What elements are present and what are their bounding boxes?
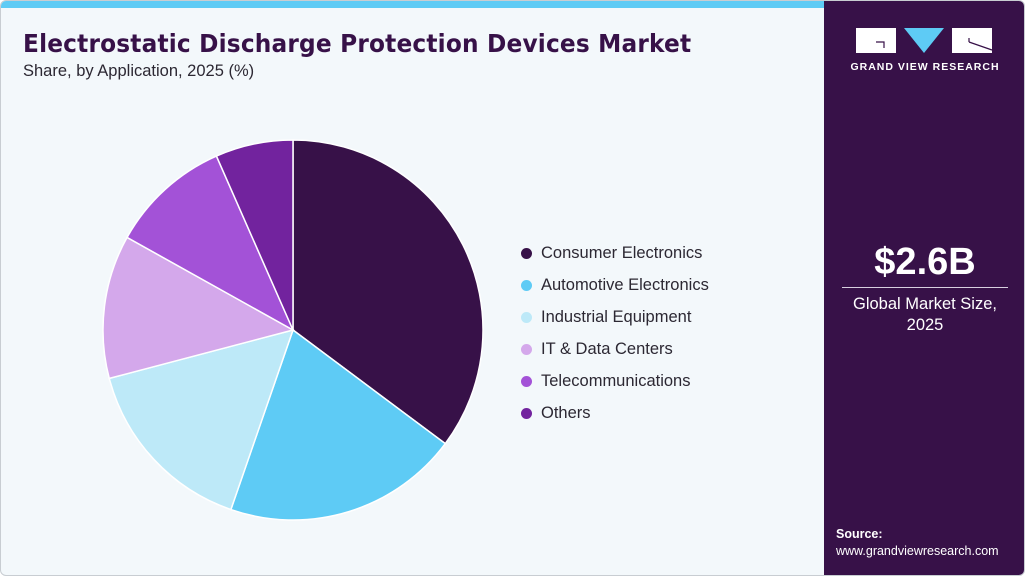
accent-bar (1, 1, 824, 8)
legend-item: IT & Data Centers (521, 333, 709, 365)
market-size-value: $2.6B (874, 241, 976, 283)
legend-dot-icon (521, 343, 532, 355)
market-size-label: Global Market Size, 2025 (824, 294, 1024, 336)
legend-item: Telecommunications (521, 365, 709, 397)
pie-slice-consumer-electronics (292, 139, 484, 445)
divider (842, 287, 1008, 288)
source-url: www.grandviewresearch.com (836, 544, 999, 558)
pie-slice-it-data-centers (102, 236, 295, 380)
pie-slice-industrial-equipment (108, 328, 295, 511)
legend-item: Automotive Electronics (521, 269, 709, 301)
legend-dot-icon (521, 247, 532, 259)
legend-item: Industrial Equipment (521, 301, 709, 333)
legend-dot-icon (521, 375, 532, 387)
pie-slice-others (215, 139, 294, 331)
logo-text: GRAND VIEW RESEARCH (850, 61, 1000, 73)
pie-chart (102, 139, 484, 521)
legend-label: Others (541, 403, 591, 422)
legend-item: Others (521, 397, 709, 429)
legend-dot-icon (521, 279, 532, 291)
legend-label: Automotive Electronics (541, 275, 709, 294)
grand-view-research-logo-icon (856, 28, 993, 53)
sidebar-panel: GRAND VIEW RESEARCH $2.6B Global Market … (824, 1, 1024, 575)
legend-dot-icon (521, 407, 532, 419)
pie-slice-automotive-electronics (229, 328, 447, 521)
legend-label: Telecommunications (541, 371, 691, 390)
chart-legend: Consumer Electronics Automotive Electroni… (521, 237, 709, 429)
legend-label: IT & Data Centers (541, 339, 673, 358)
market-label-line2: 2025 (906, 316, 944, 334)
chart-title: Electrostatic Discharge Protection Devic… (23, 29, 692, 58)
chart-subtitle: Share, by Application, 2025 (%) (23, 62, 255, 80)
legend-label: Consumer Electronics (541, 243, 703, 262)
source-label: Source: (836, 527, 883, 541)
legend-dot-icon (521, 311, 532, 323)
legend-label: Industrial Equipment (541, 307, 692, 326)
pie-slice-telecommunications (126, 155, 295, 332)
market-label-line1: Global Market Size, (853, 295, 997, 313)
legend-item: Consumer Electronics (521, 237, 709, 269)
